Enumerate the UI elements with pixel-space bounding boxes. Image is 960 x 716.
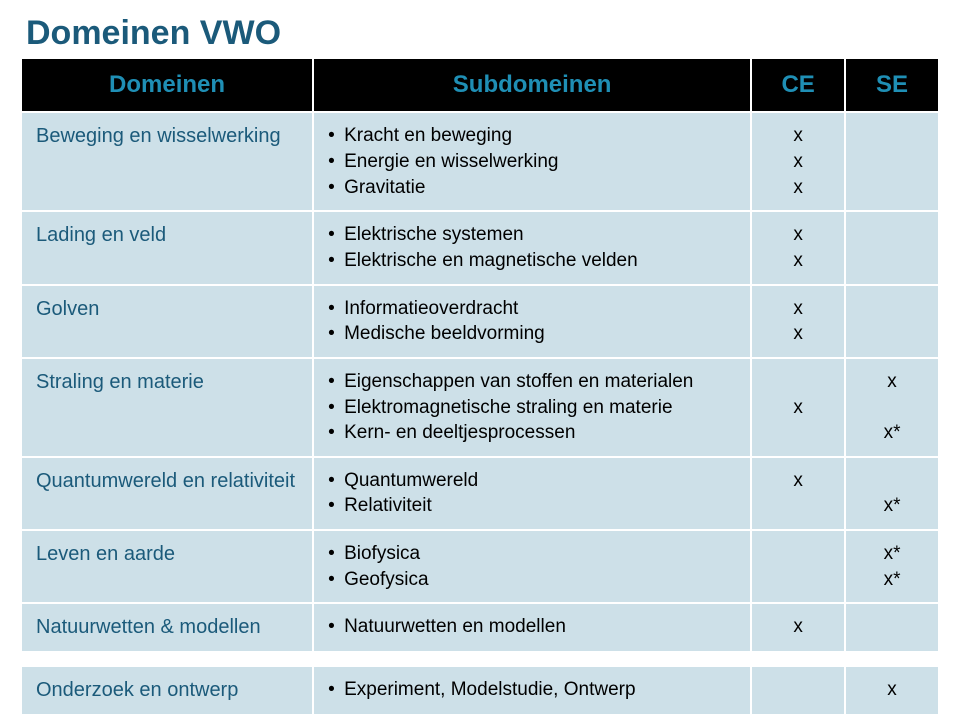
se-mark (860, 123, 924, 149)
se-mark (860, 468, 924, 494)
ce-mark: x (766, 614, 830, 640)
subdomain-item: Kracht en beweging (328, 123, 736, 149)
table-head: Domeinen Subdomeinen CE SE (21, 58, 939, 112)
ce-cell (751, 666, 845, 715)
table-row: Onderzoek en ontwerp Experiment, Modelstu… (21, 666, 939, 715)
ce-mark: x (766, 395, 830, 421)
ce-cell: x (751, 603, 845, 652)
col-subdomeinen: Subdomeinen (313, 58, 751, 112)
subdomain-item: Elektrische systemen (328, 222, 736, 248)
domain-cell: Lading en veld (21, 211, 313, 284)
subdomain-cell: Kracht en bewegingEnergie en wisselwerki… (313, 112, 751, 211)
table-body: Beweging en wisselwerkingKracht en beweg… (21, 112, 939, 715)
subdomain-item: Gravitatie (328, 175, 736, 201)
subdomain-item: Quantumwereld (328, 468, 736, 494)
ce-cell: xx (751, 285, 845, 358)
subdomain-item: Medische beeldvorming (328, 321, 736, 347)
domains-table: Domeinen Subdomeinen CE SE Beweging en w… (20, 57, 940, 716)
col-se: SE (845, 58, 939, 112)
se-mark (860, 222, 924, 248)
subdomain-cell: Eigenschappen van stoffen en materialenE… (313, 358, 751, 457)
subdomain-cell: Elektrische systemenElektrische en magne… (313, 211, 751, 284)
se-mark: x (860, 677, 924, 703)
se-cell: x*x* (845, 530, 939, 603)
subdomain-cell: Natuurwetten en modellen (313, 603, 751, 652)
col-ce: CE (751, 58, 845, 112)
se-mark (860, 248, 924, 274)
col-domeinen: Domeinen (21, 58, 313, 112)
se-mark: x* (860, 567, 924, 593)
se-cell (845, 285, 939, 358)
ce-mark (766, 677, 830, 703)
domain-cell: Natuurwetten & modellen (21, 603, 313, 652)
ce-mark: x (766, 222, 830, 248)
page-root: Domeinen VWO Domeinen Subdomeinen CE SE … (0, 0, 960, 666)
ce-mark: x (766, 468, 830, 494)
ce-cell (751, 530, 845, 603)
se-mark (860, 321, 924, 347)
subdomain-item: Relativiteit (328, 493, 736, 519)
ce-mark (766, 493, 830, 519)
ce-mark: x (766, 321, 830, 347)
table-row: Quantumwereld en relativiteitQuantumwere… (21, 457, 939, 530)
table-gap (21, 652, 939, 666)
table-row: Straling en materieEigenschappen van sto… (21, 358, 939, 457)
table-row: GolvenInformatieoverdrachtMedische beeld… (21, 285, 939, 358)
ce-cell: x (751, 457, 845, 530)
ce-mark: x (766, 123, 830, 149)
table-row: Beweging en wisselwerkingKracht en beweg… (21, 112, 939, 211)
subdomain-item: Elektrische en magnetische velden (328, 248, 736, 274)
ce-mark (766, 567, 830, 593)
subdomain-item: Informatieoverdracht (328, 296, 736, 322)
ce-cell: xx (751, 211, 845, 284)
se-cell: x (845, 666, 939, 715)
ce-mark: x (766, 248, 830, 274)
se-mark (860, 296, 924, 322)
page-title: Domeinen VWO (0, 0, 960, 57)
domain-cell: Onderzoek en ontwerp (21, 666, 313, 715)
subdomain-item: Kern- en deeltjesprocessen (328, 420, 736, 446)
se-mark (860, 149, 924, 175)
se-cell (845, 112, 939, 211)
se-cell: x* (845, 457, 939, 530)
ce-mark (766, 541, 830, 567)
subdomain-item: Experiment, Modelstudie, Ontwerp (328, 677, 736, 703)
ce-mark: x (766, 175, 830, 201)
domain-cell: Quantumwereld en relativiteit (21, 457, 313, 530)
subdomain-item: Geofysica (328, 567, 736, 593)
ce-mark: x (766, 296, 830, 322)
table-row: Leven en aardeBiofysicaGeofysica x*x* (21, 530, 939, 603)
subdomain-item: Biofysica (328, 541, 736, 567)
se-mark: x* (860, 420, 924, 446)
se-mark (860, 614, 924, 640)
se-mark (860, 395, 924, 421)
subdomain-item: Energie en wisselwerking (328, 149, 736, 175)
ce-cell: xxx (751, 112, 845, 211)
ce-mark (766, 420, 830, 446)
subdomain-cell: QuantumwereldRelativiteit (313, 457, 751, 530)
se-cell: x x* (845, 358, 939, 457)
subdomain-cell: InformatieoverdrachtMedische beeldvormin… (313, 285, 751, 358)
domain-cell: Leven en aarde (21, 530, 313, 603)
domain-cell: Golven (21, 285, 313, 358)
se-cell (845, 603, 939, 652)
se-mark: x (860, 369, 924, 395)
se-mark: x* (860, 493, 924, 519)
subdomain-item: Eigenschappen van stoffen en materialen (328, 369, 736, 395)
table-row: Natuurwetten & modellen Natuurwetten en m… (21, 603, 939, 652)
table-row: Lading en veldElektrische systemenElektr… (21, 211, 939, 284)
subdomain-cell: Experiment, Modelstudie, Ontwerp (313, 666, 751, 715)
se-mark: x* (860, 541, 924, 567)
domain-cell: Beweging en wisselwerking (21, 112, 313, 211)
se-cell (845, 211, 939, 284)
subdomain-item: Natuurwetten en modellen (328, 614, 736, 640)
ce-cell: x (751, 358, 845, 457)
se-mark (860, 175, 924, 201)
ce-mark: x (766, 149, 830, 175)
subdomain-item: Elektromagnetische straling en materie (328, 395, 736, 421)
subdomain-cell: BiofysicaGeofysica (313, 530, 751, 603)
ce-mark (766, 369, 830, 395)
domain-cell: Straling en materie (21, 358, 313, 457)
